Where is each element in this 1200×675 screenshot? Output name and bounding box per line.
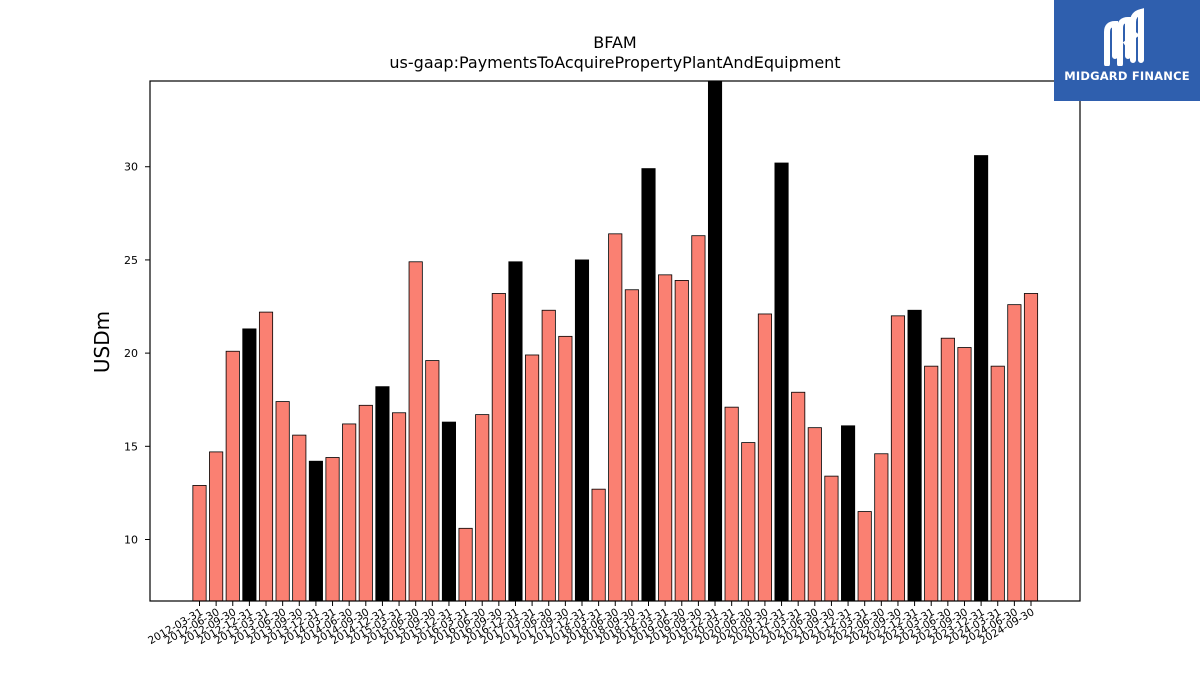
bar-2014-09-30 xyxy=(358,404,373,602)
bar-2012-06-30 xyxy=(209,451,224,602)
brand-logo: MIDGARD FINANCE xyxy=(1054,0,1200,101)
bar-2021-06-30 xyxy=(807,427,822,602)
y-axis-label: USDm xyxy=(90,311,114,373)
bar-2022-03-31 xyxy=(857,511,872,602)
bar-2023-09-30 xyxy=(957,347,972,602)
bar-2012-03-31 xyxy=(192,485,207,602)
bar-2021-09-30 xyxy=(824,475,839,602)
y-tick-label: 20 xyxy=(124,347,138,360)
bar-2023-03-31 xyxy=(924,365,939,602)
x-axis-ticks: 2012-03-312012-06-302012-09-302012-12-31… xyxy=(146,601,1037,647)
bar-2019-06-30 xyxy=(674,280,689,602)
bar-2017-06-30 xyxy=(541,309,556,602)
bar-2017-03-31 xyxy=(525,354,540,602)
bar-2018-12-31 xyxy=(641,168,656,602)
bar-2013-06-30 xyxy=(275,401,290,602)
y-tick-label: 10 xyxy=(124,533,138,546)
y-tick-label: 30 xyxy=(124,161,138,174)
logo-text: MIDGARD FINANCE xyxy=(1064,69,1190,83)
bar-2014-06-30 xyxy=(342,423,357,602)
bar-2016-06-30 xyxy=(475,414,490,602)
bar-2015-09-30 xyxy=(425,360,440,602)
bars-group xyxy=(192,80,1039,602)
bar-2017-09-30 xyxy=(558,335,573,602)
bar-2019-03-31 xyxy=(658,274,673,602)
bar-2022-09-30 xyxy=(890,315,906,602)
logo-mark-icon xyxy=(1104,8,1144,66)
bar-2014-12-31 xyxy=(375,386,390,602)
bar-2023-06-30 xyxy=(940,337,955,602)
bar-2020-09-30 xyxy=(757,313,772,602)
bar-2016-09-30 xyxy=(491,293,506,602)
bar-2024-06-30 xyxy=(1007,304,1022,602)
bar-2014-03-31 xyxy=(325,457,340,602)
bar-2018-09-30 xyxy=(624,289,639,602)
bar-2015-12-31 xyxy=(441,421,456,602)
bar-2023-12-31 xyxy=(974,155,989,602)
bar-2018-03-31 xyxy=(591,488,606,602)
bar-2012-09-30 xyxy=(225,350,240,602)
plot-frame xyxy=(149,80,1081,602)
bar-2022-06-30 xyxy=(874,453,889,602)
bar-2020-12-31 xyxy=(774,162,789,602)
chart-title: BFAM xyxy=(593,33,636,52)
bar-2021-12-31 xyxy=(841,425,856,602)
bar-2019-09-30 xyxy=(691,235,706,602)
bar-2015-06-30 xyxy=(408,261,423,602)
chart-subtitle: us-gaap:PaymentsToAcquirePropertyPlantAn… xyxy=(389,53,840,72)
y-axis-ticks: 10 15 20 25 30 xyxy=(124,161,150,546)
bar-2016-03-31 xyxy=(458,527,473,602)
bar-2020-03-31 xyxy=(724,406,739,602)
bar-2020-06-30 xyxy=(741,442,756,602)
bar-2016-12-31 xyxy=(508,261,523,602)
y-tick-label: 15 xyxy=(124,440,138,453)
bar-2017-12-31 xyxy=(574,259,590,602)
bar-2024-09-30 xyxy=(1023,293,1039,602)
bar-2013-09-30 xyxy=(292,434,307,602)
bar-2019-12-31 xyxy=(707,80,723,602)
bar-2024-03-31 xyxy=(990,365,1005,602)
bar-2015-03-31 xyxy=(392,412,407,602)
bar-2021-03-31 xyxy=(791,391,806,602)
bar-2018-06-30 xyxy=(608,233,623,602)
bar-2013-12-31 xyxy=(308,460,323,602)
bar-2022-12-31 xyxy=(907,309,922,602)
y-tick-label: 25 xyxy=(124,254,138,267)
bar-2013-03-31 xyxy=(258,311,274,602)
bar-2012-12-31 xyxy=(242,328,257,602)
